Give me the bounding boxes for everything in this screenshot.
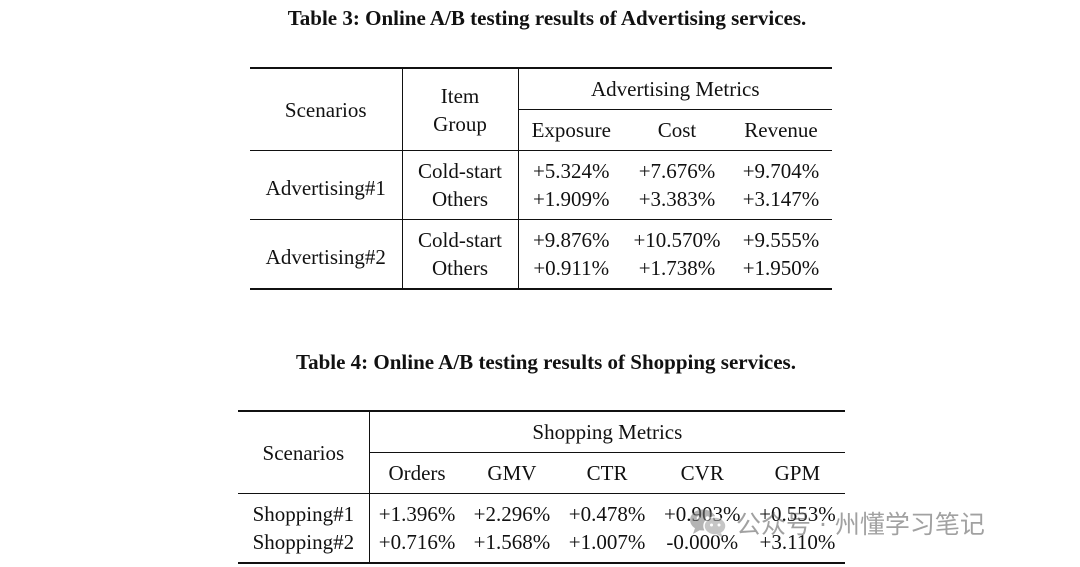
header-item-group-line2: Group [433,111,487,136]
watermark: 公众号 · 州懂学习笔记 [688,505,985,541]
header-item-group-line1: Item [440,83,480,108]
header-gpm: GPM [774,461,821,485]
header-ctr: CTR [586,461,628,485]
group-cell: Cold-start [402,219,519,254]
scenario-cell: Advertising#2 [250,219,403,289]
header-scenarios: Scenarios [238,411,370,494]
value-cell: +3.147% [742,187,820,211]
table-row: Advertising#1 Cold-start +5.324% +7.676%… [250,150,832,220]
value-cell: +1.568% [473,530,551,554]
value-cell: +7.676% [638,159,716,183]
table-row: Others +0.911% +1.738% +1.950% [250,254,832,289]
scenario-cell: Advertising#1 [250,150,403,220]
table4-caption: Table 4: Online A/B testing results of S… [296,350,796,374]
value-cell: +1.909% [532,187,610,211]
value-cell: +0.478% [559,493,655,528]
value-cell: +1.738% [638,256,716,280]
value-cell: +2.296% [464,493,560,528]
header-orders: Orders [388,461,446,485]
table-row: Shopping#2 +0.716% +1.568% +1.007% -0.00… [238,528,845,563]
scenario-cell: Shopping#1 [238,493,370,528]
header-gmv: GMV [487,461,537,485]
value-cell: +0.553% [749,493,845,528]
table-row: Others +1.909% +3.383% +3.147% [250,185,832,220]
group-cell: Others [402,185,519,220]
shopping-results-table: Scenarios Shopping Metrics Orders GMV CT… [238,410,845,564]
value-cell: +0.716% [378,530,456,554]
value-cell: +0.911% [533,256,610,280]
header-item-group: Item Group [402,68,519,151]
value-cell: +5.324% [532,159,610,183]
header-cvr: CVR [680,461,724,485]
value-cell: +9.555% [742,228,820,252]
table-row: Shopping#1 +1.396% +2.296% +0.478% +0.90… [238,493,845,528]
group-cell: Cold-start [402,150,519,185]
table-row: Advertising#2 Cold-start +9.876% +10.570… [250,219,832,289]
watermark-text: 公众号 · 州懂学习笔记 [736,510,985,539]
value-cell: +9.876% [532,228,610,252]
value-cell: +1.950% [742,256,820,280]
group-cell: Others [402,254,519,289]
scenario-cell: Shopping#2 [238,528,370,563]
header-cost: Cost [657,118,697,142]
advertising-results-table: Scenarios Item Group Advertising Metrics… [250,67,832,290]
value-cell: +1.007% [568,530,646,554]
header-exposure: Exposure [531,118,611,142]
value-cell: +3.383% [638,187,716,211]
value-cell: +9.704% [742,159,820,183]
header-shopping-metrics: Shopping Metrics [369,411,845,453]
value-cell: +3.110% [759,530,836,554]
value-cell: +1.396% [369,493,465,528]
wechat-icon [690,509,727,538]
value-cell: +10.570% [633,228,721,252]
header-revenue: Revenue [744,118,818,142]
header-scenarios: Scenarios [250,68,403,151]
header-advertising-metrics: Advertising Metrics [518,68,832,110]
table3-caption: Table 3: Online A/B testing results of A… [287,6,807,30]
value-cell: -0.000% [666,530,739,554]
